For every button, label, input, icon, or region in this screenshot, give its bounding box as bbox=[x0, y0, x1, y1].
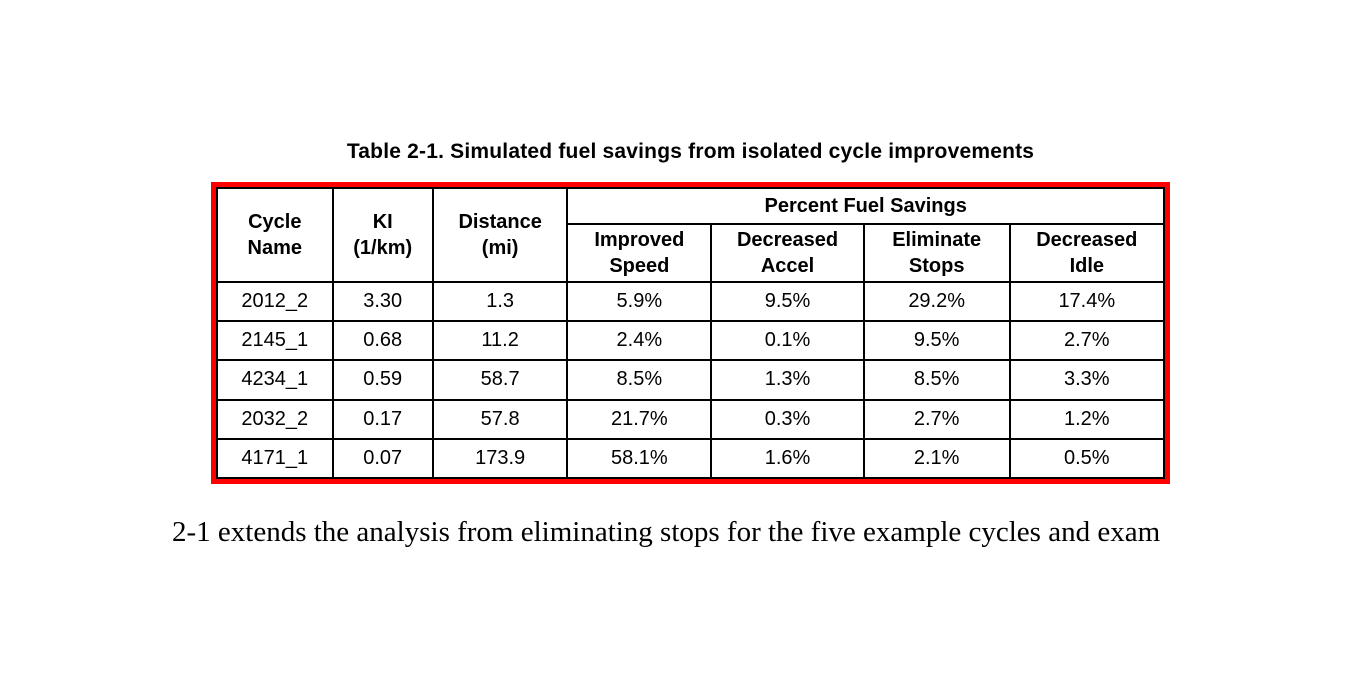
cell-cycle-name: 2145_1 bbox=[216, 320, 334, 362]
col-header-ki: KI (1/km) bbox=[331, 187, 434, 283]
cell-improved-speed: 58.1% bbox=[566, 437, 713, 480]
table-row: 4234_1 0.59 58.7 8.5% 1.3% 8.5% 3.3% bbox=[216, 359, 1166, 401]
cell-ki: 0.07 bbox=[331, 437, 434, 480]
cell-ki: 3.30 bbox=[331, 280, 434, 323]
cell-ki: 0.17 bbox=[331, 398, 434, 440]
cell-decreased-accel: 0.3% bbox=[710, 398, 865, 440]
cell-cycle-name: 2032_2 bbox=[216, 398, 334, 440]
cell-decreased-idle: 2.7% bbox=[1008, 320, 1166, 362]
cell-eliminate-stops: 2.7% bbox=[862, 398, 1011, 440]
cell-eliminate-stops: 2.1% bbox=[862, 437, 1011, 480]
group-header-percent-fuel-savings: Percent Fuel Savings bbox=[566, 187, 1165, 225]
cell-distance: 173.9 bbox=[431, 437, 569, 480]
cell-decreased-idle: 1.2% bbox=[1008, 398, 1166, 440]
col-header-distance: Distance (mi) bbox=[431, 187, 569, 283]
cell-decreased-idle: 3.3% bbox=[1008, 359, 1166, 401]
col-header-decreased-idle: Decreased Idle bbox=[1008, 223, 1166, 283]
table-row: 2032_2 0.17 57.8 21.7% 0.3% 2.7% 1.2% bbox=[216, 398, 1166, 440]
fuel-savings-table: Cycle Name KI (1/km) Distance (mi) Perce… bbox=[216, 187, 1166, 480]
cell-decreased-idle: 0.5% bbox=[1008, 437, 1166, 480]
cell-distance: 57.8 bbox=[431, 398, 569, 440]
cell-distance: 58.7 bbox=[431, 359, 569, 401]
cell-cycle-name: 2012_2 bbox=[216, 280, 334, 323]
cell-eliminate-stops: 29.2% bbox=[862, 280, 1011, 323]
cell-improved-speed: 5.9% bbox=[566, 280, 713, 323]
cell-cycle-name: 4171_1 bbox=[216, 437, 334, 480]
cell-ki: 0.59 bbox=[331, 359, 434, 401]
col-header-eliminate-stops: Eliminate Stops bbox=[862, 223, 1011, 283]
cell-improved-speed: 2.4% bbox=[566, 320, 713, 362]
table-row: 4171_1 0.07 173.9 58.1% 1.6% 2.1% 0.5% bbox=[216, 437, 1166, 480]
cell-decreased-accel: 9.5% bbox=[710, 280, 865, 323]
cell-eliminate-stops: 8.5% bbox=[862, 359, 1011, 401]
col-header-cycle-name: Cycle Name bbox=[216, 187, 334, 283]
table-header-row-2: Improved Speed Decreased Accel Eliminate… bbox=[217, 223, 1166, 283]
cell-decreased-idle: 17.4% bbox=[1008, 280, 1166, 323]
col-header-decreased-accel: Decreased Accel bbox=[710, 223, 865, 283]
cell-improved-speed: 8.5% bbox=[566, 359, 713, 401]
cell-distance: 11.2 bbox=[431, 320, 569, 362]
cell-ki: 0.68 bbox=[331, 320, 434, 362]
cell-eliminate-stops: 9.5% bbox=[862, 320, 1011, 362]
table-caption: Table 2-1. Simulated fuel savings from i… bbox=[346, 140, 1035, 163]
cell-distance: 1.3 bbox=[431, 280, 569, 323]
table-header-row-1: Cycle Name KI (1/km) Distance (mi) Perce… bbox=[216, 187, 1165, 283]
cell-decreased-accel: 1.6% bbox=[710, 437, 865, 480]
table-row: 2145_1 0.68 11.2 2.4% 0.1% 9.5% 2.7% bbox=[216, 320, 1166, 362]
table-row: 2012_2 3.30 1.3 5.9% 9.5% 29.2% 17.4% bbox=[216, 280, 1166, 323]
cell-improved-speed: 21.7% bbox=[566, 398, 713, 440]
cell-decreased-accel: 0.1% bbox=[710, 320, 865, 362]
cell-decreased-accel: 1.3% bbox=[710, 359, 865, 401]
paragraph-text: 2-1 extends the analysis from eliminatin… bbox=[172, 516, 1161, 548]
cell-cycle-name: 4234_1 bbox=[216, 359, 334, 401]
table-red-highlight-frame: Cycle Name KI (1/km) Distance (mi) Perce… bbox=[211, 182, 1170, 484]
col-header-improved-speed: Improved Speed bbox=[566, 223, 713, 283]
